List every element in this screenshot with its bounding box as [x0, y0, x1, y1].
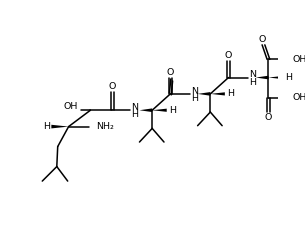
Text: N: N: [131, 103, 138, 112]
Text: O: O: [265, 113, 272, 122]
Text: OH: OH: [63, 102, 78, 111]
Text: O: O: [109, 82, 116, 91]
Text: H: H: [191, 94, 198, 103]
Polygon shape: [152, 109, 167, 112]
Text: H: H: [131, 110, 138, 119]
Text: H: H: [285, 73, 292, 82]
Text: NH₂: NH₂: [96, 122, 114, 131]
Text: H: H: [249, 78, 257, 86]
Text: O: O: [167, 68, 174, 77]
Polygon shape: [51, 125, 69, 128]
Text: H: H: [43, 122, 50, 131]
Polygon shape: [256, 76, 268, 79]
Text: O: O: [225, 51, 232, 60]
Text: O: O: [258, 35, 266, 44]
Text: OH: OH: [292, 93, 305, 102]
Polygon shape: [268, 76, 283, 79]
Text: H: H: [169, 106, 176, 115]
Text: H: H: [227, 89, 234, 98]
Text: N: N: [191, 87, 198, 96]
Text: N: N: [249, 70, 257, 79]
Polygon shape: [210, 92, 225, 96]
Polygon shape: [198, 92, 210, 96]
Text: OH: OH: [292, 55, 305, 64]
Polygon shape: [139, 109, 152, 112]
